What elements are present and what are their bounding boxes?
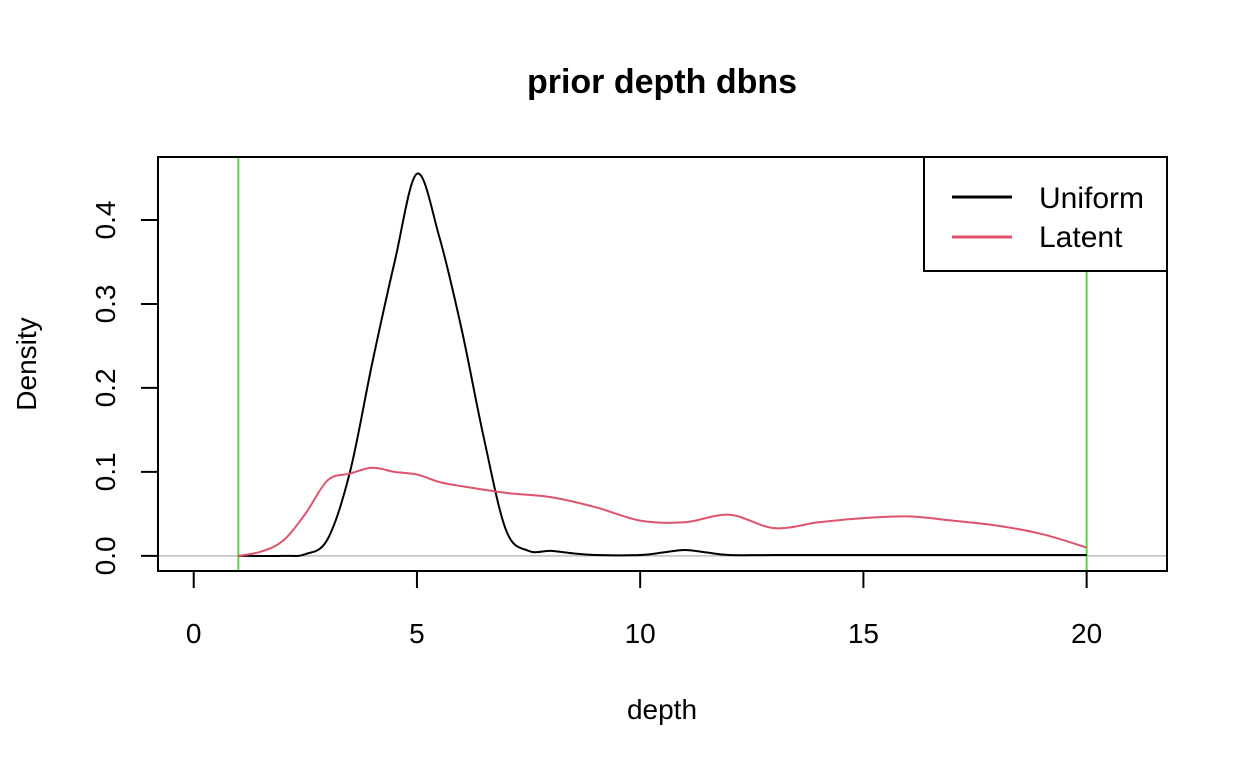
x-axis-label: depth [627, 694, 697, 725]
y-axis: 0.0 0.1 0.2 0.3 0.4 [90, 201, 159, 575]
y-axis-label: Density [11, 317, 42, 410]
series-line-uniform [238, 172, 1087, 558]
series-layer [238, 172, 1087, 558]
x-axis: 0 5 10 15 20 [186, 570, 1102, 649]
y-tick-label-3: 0.3 [90, 284, 121, 323]
chart-title: prior depth dbns [527, 63, 797, 101]
y-tick-label-1: 0.1 [90, 452, 121, 491]
legend-box [923, 156, 1168, 272]
legend: Uniform Latent [923, 156, 1168, 272]
x-tick-label-0: 0 [186, 618, 202, 649]
x-tick-label-5: 5 [409, 618, 425, 649]
y-tick-label-0: 0.0 [90, 536, 121, 575]
series-line-latent [238, 466, 1087, 557]
x-tick-label-15: 15 [848, 618, 879, 649]
y-tick-label-2: 0.2 [90, 368, 121, 407]
x-tick-label-20: 20 [1071, 618, 1102, 649]
legend-label-uniform: Uniform [1039, 182, 1144, 215]
y-tick-label-4: 0.4 [90, 201, 121, 240]
x-tick-label-10: 10 [625, 618, 656, 649]
legend-label-latent: Latent [1039, 221, 1123, 254]
